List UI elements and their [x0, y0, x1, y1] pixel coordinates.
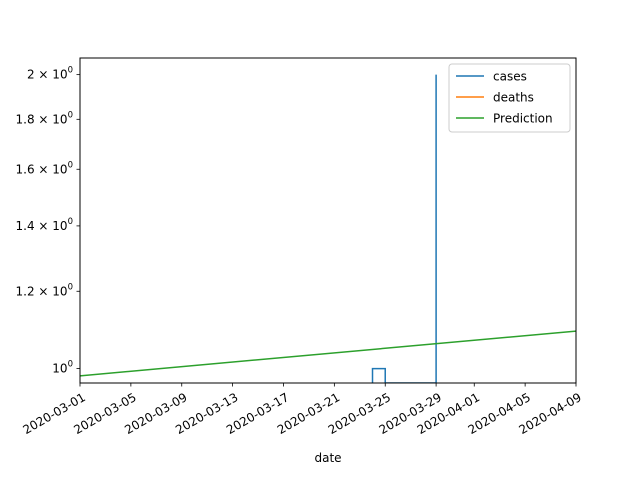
y-tick-label: 1.6 × 100	[16, 160, 73, 176]
y-tick-label: 1.2 × 100	[16, 282, 73, 298]
legend-label-prediction: Prediction	[493, 112, 553, 126]
legend-label-cases: cases	[493, 70, 527, 84]
y-axis: 100 1.2 × 100 1.4 × 100 1.6 × 100 1.8 × 100 2…	[16, 66, 80, 376]
series-line-prediction	[80, 330, 576, 377]
series-layer	[80, 74, 576, 383]
y-tick-label: 1.4 × 100	[16, 217, 73, 233]
y-tick-label: 100	[52, 360, 73, 376]
x-axis-title: date	[314, 451, 341, 465]
legend-label-deaths: deaths	[493, 91, 534, 105]
y-tick-label: 2 × 100	[27, 66, 73, 82]
legend: cases deaths Prediction	[448, 63, 571, 133]
y-tick-label: 1.8 × 100	[16, 110, 73, 126]
plot-frame	[79, 57, 577, 384]
series-group	[80, 74, 576, 383]
series-line-cases	[371, 74, 437, 383]
legend-box	[448, 63, 571, 133]
